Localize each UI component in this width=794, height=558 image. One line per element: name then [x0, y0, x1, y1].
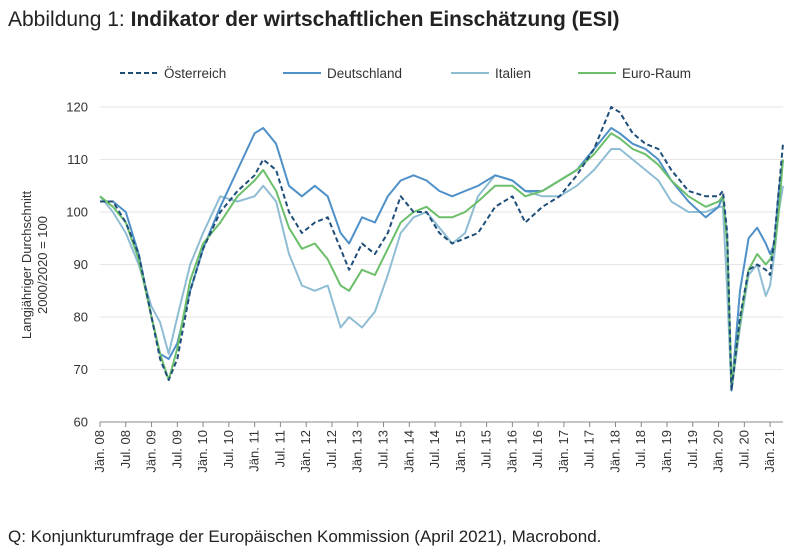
chart-axes — [99, 421, 783, 427]
x-tick-label: Jul. 15 — [479, 430, 494, 468]
x-tick-label: Jul. 17 — [582, 430, 597, 468]
x-tick-label: Jän. 13 — [350, 430, 365, 473]
series-line-3 — [99, 148, 784, 392]
x-tick-label: Jän. 21 — [762, 430, 777, 473]
chart-title-prefix: Abbildung 1: — [8, 8, 131, 31]
x-tick-label: Jul. 20 — [736, 430, 751, 468]
series-line-2 — [100, 127, 784, 392]
y-tick-label: 90 — [74, 257, 88, 272]
x-tick-label: Jän. 09 — [144, 430, 159, 473]
x-tick-label: Jul. 13 — [376, 430, 391, 468]
y-axis-label-line2: 2000/2020 = 100 — [35, 216, 50, 314]
y-axis-ticks: 60 70 80 90 100 110 120 — [66, 100, 88, 430]
chart-gridlines — [100, 106, 783, 370]
x-tick-label: Jul. 09 — [169, 430, 184, 468]
series-line-4 — [99, 132, 784, 387]
x-tick-label: Jän. 15 — [453, 430, 468, 473]
chart-title: Abbildung 1: Indikator der wirtschaftlic… — [8, 8, 620, 32]
source-note: Q: Konjunkturumfrage der Europäischen Ko… — [8, 527, 602, 546]
legend-label: Euro-Raum — [622, 66, 691, 81]
x-tick-label: Jul. 16 — [530, 430, 545, 468]
x-tick-label: Jän. 18 — [607, 430, 622, 473]
x-tick-label: Jän. 17 — [556, 430, 571, 473]
line-chart: Österreich Deutschland Italien Euro-Raum 60… — [19, 66, 784, 473]
y-tick-label: 80 — [74, 310, 88, 325]
y-tick-label: 120 — [66, 100, 88, 115]
x-tick-label: Jän. 11 — [247, 430, 262, 472]
x-tick-label: Jul. 14 — [427, 430, 442, 468]
x-tick-label: Jul. 08 — [118, 430, 133, 468]
legend-label: Italien — [495, 66, 531, 81]
y-axis-label-line1: Langjähriger Durchschnitt — [19, 191, 34, 340]
x-tick-label: Jän. 08 — [92, 430, 107, 473]
x-tick-label: Jul. 10 — [221, 430, 236, 468]
x-tick-label: Jän. 10 — [195, 430, 210, 473]
legend-label: Deutschland — [327, 66, 402, 81]
chart-title-main: Indikator der wirtschaftlichen Einschätz… — [130, 8, 620, 31]
x-tick-label: Jän. 12 — [298, 430, 313, 473]
y-tick-label: 100 — [66, 205, 88, 220]
x-tick-label: Jul. 11 — [272, 430, 287, 467]
y-tick-label: 60 — [74, 415, 88, 430]
x-tick-label: Jän. 14 — [401, 430, 416, 473]
x-tick-label: Jän. 20 — [711, 430, 726, 473]
x-tick-label: Jul. 18 — [633, 430, 648, 468]
y-tick-label: 70 — [74, 362, 88, 377]
x-tick-label: Jän. 19 — [659, 430, 674, 473]
chart-legend: Österreich Deutschland Italien Euro-Raum — [120, 66, 691, 81]
chart-series-lines — [99, 106, 784, 392]
x-tick-label: Jul. 19 — [685, 430, 700, 468]
x-tick-label: Jän. 16 — [504, 430, 519, 473]
series-line-1 — [100, 106, 784, 392]
y-axis-label: Langjähriger Durchschnitt 2000/2020 = 100 — [19, 191, 50, 340]
y-tick-label: 110 — [67, 152, 88, 167]
legend-label: Österreich — [164, 66, 226, 81]
x-axis-ticks: Jän. 08 Jul. 08 Jän. 09 Jul. 09 Jän. 10 Jul. … — [92, 430, 777, 473]
x-tick-label: Jul. 12 — [324, 430, 339, 468]
